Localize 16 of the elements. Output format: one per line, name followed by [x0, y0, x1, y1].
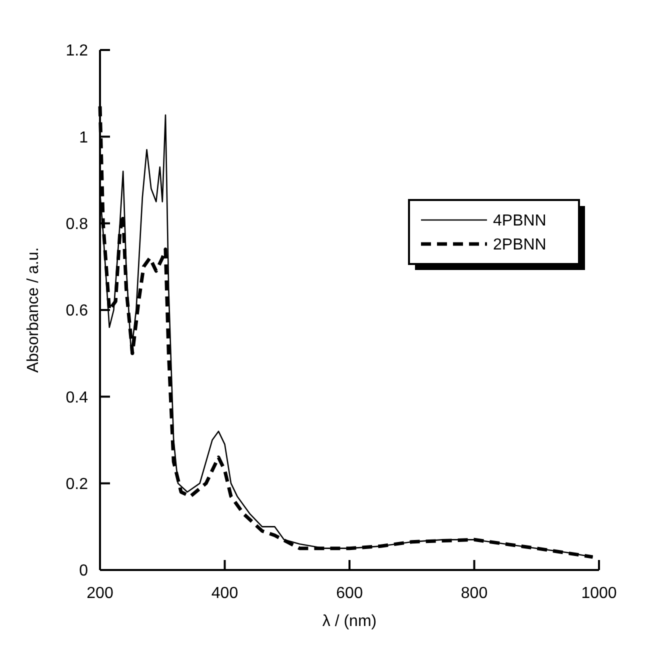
x-tick-label: 400	[211, 585, 238, 602]
x-axis-title: λ / (nm)	[322, 613, 377, 630]
y-tick-label: 0.4	[66, 389, 88, 406]
x-tick-label: 1000	[581, 585, 617, 602]
x-tick-label: 200	[86, 585, 114, 602]
y-axis-title: Absorbance / a.u.	[25, 247, 42, 373]
y-tick-label: 0.2	[66, 476, 88, 493]
y-tick-label: 1	[79, 129, 88, 146]
y-tick-label: 0.6	[66, 302, 88, 320]
y-tick-label: 0	[79, 562, 88, 580]
y-tick-label: 0.8	[66, 216, 88, 233]
legend-label: 4PBNN	[493, 212, 546, 230]
x-tick-label: 800	[460, 585, 488, 602]
x-tick-label: 600	[336, 585, 363, 602]
legend-label: 2PBNN	[493, 236, 546, 254]
y-tick-label: 1.2	[66, 42, 88, 60]
